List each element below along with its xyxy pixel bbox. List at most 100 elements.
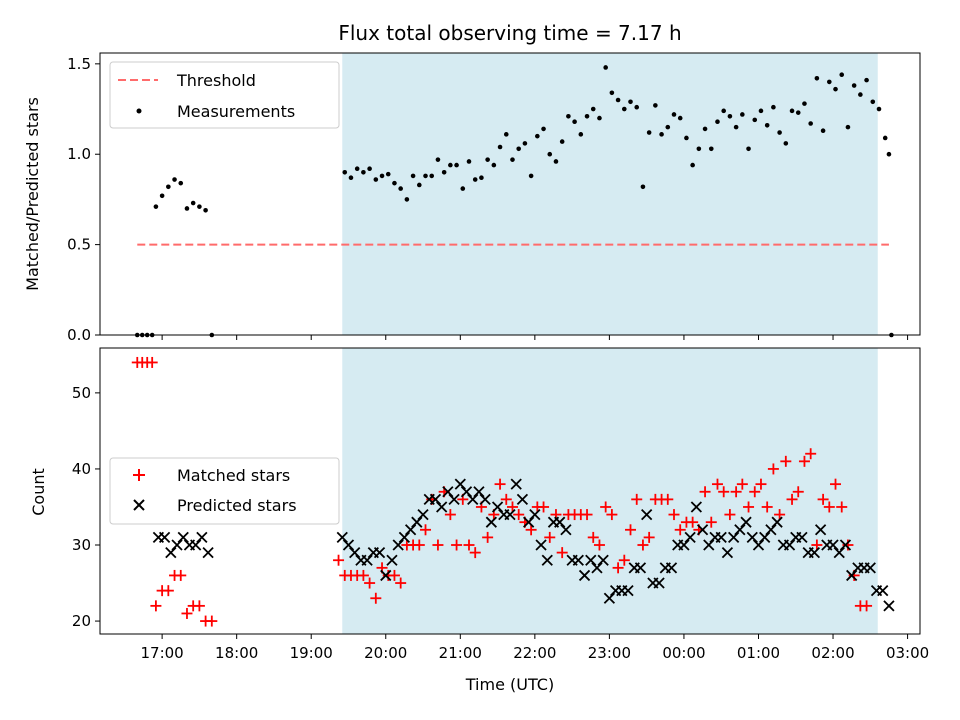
x-tick-label: 21:00 xyxy=(439,644,482,662)
matched-star-point xyxy=(581,509,593,521)
predicted-star-point xyxy=(814,524,827,536)
measurement-point xyxy=(528,173,534,179)
measurement-point xyxy=(827,79,832,85)
matched-legend-swatch xyxy=(133,469,145,481)
matched-star-point xyxy=(482,531,494,543)
matched-star-point xyxy=(687,516,699,528)
measurement-point xyxy=(566,113,571,119)
predicted-star-point xyxy=(460,486,473,498)
predicted-star-point xyxy=(864,562,876,574)
predicted-star-point xyxy=(591,562,603,574)
measurement-point xyxy=(379,173,385,179)
measurement-point xyxy=(479,175,484,181)
measurement-point xyxy=(535,133,540,139)
measurement-point xyxy=(882,135,888,141)
bottom-plot-frame xyxy=(99,347,921,635)
top-observing-window xyxy=(342,53,878,335)
predicted-star-point xyxy=(510,478,522,490)
predicted-star-point xyxy=(796,531,808,544)
measurement-point xyxy=(423,173,428,179)
top-plot-frame xyxy=(99,52,921,336)
predicted-star-point xyxy=(504,508,516,521)
measurement-point xyxy=(503,132,509,137)
measurement-point xyxy=(466,159,472,164)
matched-star-point xyxy=(817,493,829,505)
top-plot: 0.0 0.5 1.0 1.5 Matched/Predicted stars Thr… xyxy=(23,52,921,344)
measurements-legend-label: Measurements xyxy=(177,102,295,121)
measurement-point xyxy=(820,128,826,134)
matched-star-point xyxy=(600,501,612,513)
matched-star-point xyxy=(811,539,823,551)
matched-star-point xyxy=(413,539,425,551)
predicted-star-point xyxy=(877,585,889,597)
measurement-point xyxy=(795,110,801,115)
measurement-point xyxy=(454,162,459,168)
matched-star-point xyxy=(631,493,643,505)
measurement-point xyxy=(721,108,726,114)
predicted-star-point xyxy=(783,539,796,551)
matched-star-point xyxy=(593,539,605,551)
measurement-point xyxy=(646,130,652,135)
matched-star-point xyxy=(206,615,218,627)
predicted-star-point xyxy=(759,531,771,544)
measurement-point xyxy=(708,146,714,152)
x-axis-label: Time (UTC) xyxy=(465,675,554,694)
predicted-star-point xyxy=(177,531,189,544)
measurement-point xyxy=(354,166,360,171)
predicted-star-point xyxy=(429,493,442,506)
matched-star-point xyxy=(587,531,599,543)
matched-star-point xyxy=(364,577,376,589)
matched-star-point xyxy=(823,501,835,513)
measurement-point xyxy=(690,162,695,168)
predicted-star-point xyxy=(622,585,634,597)
matched-star-point xyxy=(175,569,187,581)
predicted-star-point xyxy=(541,554,553,566)
predicted-star-point xyxy=(721,546,734,559)
measurement-point xyxy=(547,151,553,157)
matched-star-point xyxy=(662,493,674,505)
measurement-point xyxy=(373,177,379,182)
measurement-point xyxy=(640,184,646,190)
predicted-star-point xyxy=(839,539,852,551)
predicted-star-point xyxy=(392,539,404,551)
matched-star-point xyxy=(718,486,730,498)
top-y-tick-label: 1.5 xyxy=(67,55,91,73)
matched-star-point xyxy=(743,501,755,513)
matched-star-point xyxy=(625,524,637,536)
matched-star-point xyxy=(357,569,369,581)
measurement-point xyxy=(715,119,720,124)
measurement-point xyxy=(553,159,559,164)
measurement-point xyxy=(460,186,466,191)
predicted-star-point xyxy=(827,539,839,551)
measurement-point xyxy=(783,141,789,146)
measurement-point xyxy=(814,76,820,81)
predicted-star-point xyxy=(522,516,535,528)
measurement-point xyxy=(159,193,165,199)
top-legend: Threshold Measurements xyxy=(109,61,340,129)
measurement-point xyxy=(671,112,677,117)
measurement-point xyxy=(597,115,602,121)
matched-star-point xyxy=(538,501,550,513)
predicted-star-point xyxy=(171,539,183,551)
top-y-tick-label: 1.0 xyxy=(67,145,91,163)
predicted-star-point xyxy=(386,554,398,566)
matched-star-point xyxy=(420,524,432,536)
measurement-point xyxy=(740,112,745,117)
predicted-star-point xyxy=(703,539,715,551)
matched-star-point xyxy=(749,486,761,498)
matched-star-point xyxy=(451,539,463,551)
x-tick-label: 02:00 xyxy=(811,644,854,662)
predicted-star-point xyxy=(491,501,504,513)
predicted-star-point xyxy=(398,531,411,544)
matched-star-point xyxy=(606,509,618,521)
predicted-star-point xyxy=(641,508,653,521)
measurement-point xyxy=(864,77,869,83)
measurement-point xyxy=(677,115,683,121)
predicted-star-point xyxy=(165,546,177,559)
predicted-star-point xyxy=(436,501,448,513)
matched-star-point xyxy=(699,486,711,498)
measurement-point xyxy=(870,99,876,105)
matched-star-point xyxy=(193,600,205,612)
predicted-star-point xyxy=(336,531,348,544)
predicted-star-point xyxy=(765,524,777,536)
